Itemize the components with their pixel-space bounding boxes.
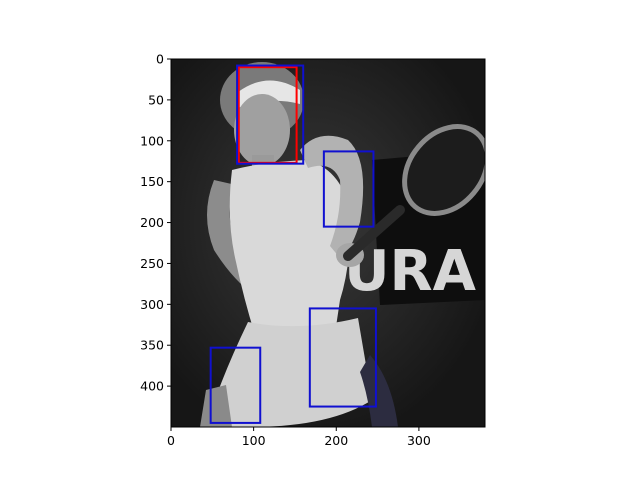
y-tick-label: 400 (140, 379, 164, 394)
bounding-box-3 (322, 150, 375, 228)
bounding-boxes (209, 64, 377, 424)
axes-frame (170, 58, 486, 428)
bounding-box-4 (308, 307, 377, 408)
y-tick-label: 300 (140, 297, 164, 312)
x-tick-label: 300 (407, 433, 431, 448)
y-tick-label: 250 (140, 256, 164, 271)
y-tick-label: 50 (148, 92, 164, 107)
x-tick-label: 100 (242, 433, 266, 448)
y-tick-label: 150 (140, 174, 164, 189)
y-tick-label: 0 (156, 52, 164, 67)
y-tick-label: 200 (140, 215, 164, 230)
bounding-box-2 (236, 64, 305, 165)
photo: CURA (171, 59, 485, 427)
x-tick-label: 200 (324, 433, 348, 448)
y-tick-label: 100 (140, 133, 164, 148)
y-axis: 0 50 100 150 200 250 300 350 400 (140, 52, 171, 394)
x-axis: 0 100 200 300 (167, 427, 431, 448)
bounding-box-5 (209, 346, 262, 424)
y-tick-label: 350 (140, 338, 164, 353)
x-tick-label: 0 (167, 433, 175, 448)
